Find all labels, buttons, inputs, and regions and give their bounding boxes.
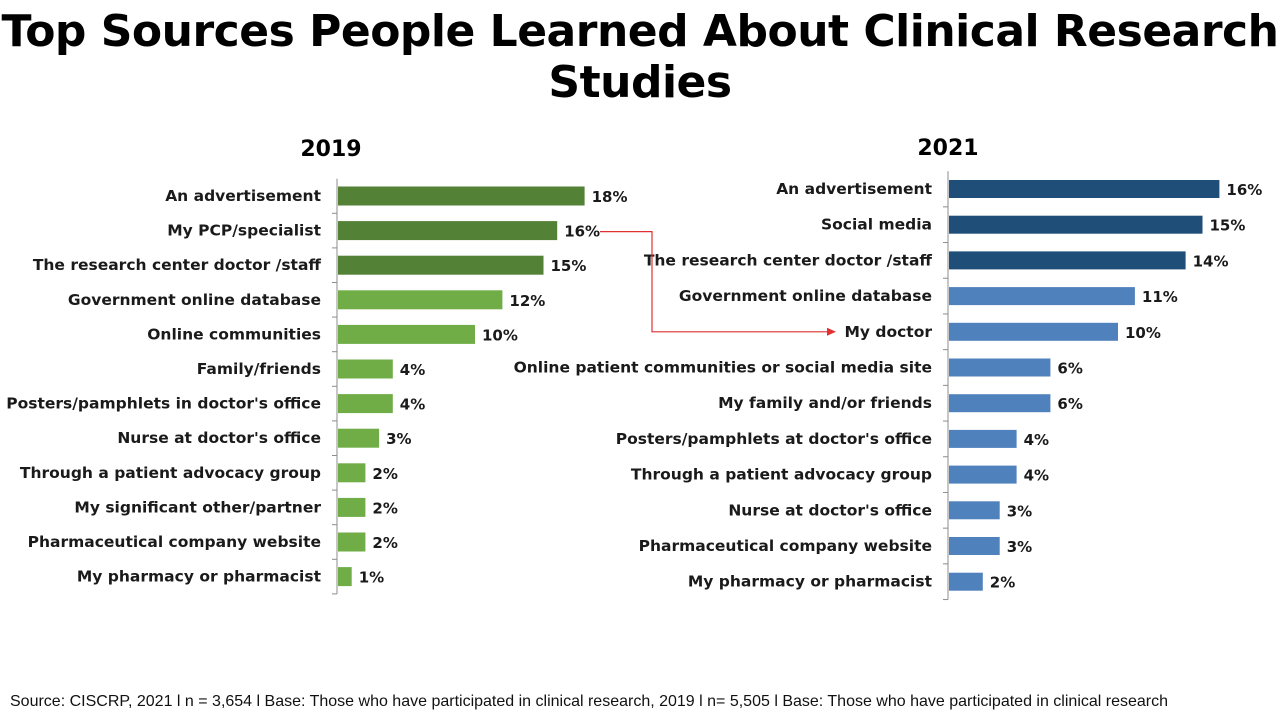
- chart-2021-value-label: 2%: [990, 574, 1015, 592]
- chart-2019-category-label: Pharmaceutical company website: [28, 533, 321, 551]
- chart-2019-bar: [338, 428, 380, 448]
- chart-2021-bar: [949, 537, 1000, 555]
- connector-arrow-head: [827, 327, 836, 336]
- chart-2021-bar: [949, 322, 1118, 341]
- chart-2019-bar: [338, 463, 366, 483]
- chart-2021-bar: [949, 572, 983, 591]
- chart-2019-bar: [338, 324, 475, 344]
- chart-2021-value-label: 3%: [1007, 538, 1032, 556]
- chart-2021-title: 2021: [917, 136, 978, 161]
- connector-arrow-line: [600, 231, 828, 333]
- chart-2021-value-label: 6%: [1057, 360, 1082, 378]
- chart-2021-bar: [949, 394, 1051, 413]
- chart-2019-bar: [338, 255, 544, 275]
- chart-2019-value-label: 2%: [372, 499, 397, 517]
- chart-2019-category-label: Online communities: [147, 325, 321, 343]
- chart-title: Top Sources People Learned About Clinica…: [1, 6, 1279, 108]
- chart-2021-bar: [949, 287, 1135, 306]
- chart-2021-bar: [949, 358, 1051, 377]
- chart-2021-value-label: 16%: [1226, 181, 1262, 199]
- chart-2021-bar: [949, 215, 1203, 234]
- chart-2019-category-label: Posters/pamphlets in doctor's office: [6, 395, 321, 413]
- chart-2019-value-label: 4%: [400, 361, 425, 379]
- chart-2021-value-label: 4%: [1024, 467, 1049, 485]
- chart-2019-bar: [338, 290, 503, 310]
- chart-2019-category-label: My significant other/partner: [74, 498, 321, 516]
- chart-2019-value-label: 3%: [386, 430, 411, 448]
- chart-2019-category-label: My PCP/specialist: [167, 222, 321, 240]
- chart-2019-value-label: 2%: [372, 465, 397, 483]
- chart-2019-category-label: The research center doctor /staff: [33, 256, 322, 274]
- chart-2021-value-label: 4%: [1024, 431, 1049, 449]
- chart-2021-category-label: Through a patient advocacy group: [631, 466, 932, 484]
- chart-2021-category-label: The research center doctor /staff: [644, 251, 933, 269]
- chart-2019-category-label: An advertisement: [165, 187, 321, 205]
- chart-2021-category-label: Posters/pamphlets at doctor's office: [616, 430, 932, 448]
- chart-2019-bar: [338, 497, 366, 517]
- chart-2019-bar: [338, 359, 393, 379]
- chart-2019-value-label: 1%: [359, 569, 384, 587]
- chart-2019-bar: [338, 394, 393, 414]
- chart-2021-category-label: Social media: [821, 216, 932, 234]
- chart-2021-category-label: Online patient communities or social med…: [514, 359, 932, 377]
- chart-2019-title: 2019: [300, 137, 361, 162]
- chart-2019-bar: [338, 221, 558, 241]
- chart-2021-category-label: An advertisement: [776, 180, 932, 198]
- chart-2021-category-label: My pharmacy or pharmacist: [688, 573, 933, 591]
- chart-2019-category-label: Family/friends: [197, 360, 321, 378]
- chart-2021-value-label: 3%: [1007, 502, 1032, 520]
- chart-2021-bar: [949, 251, 1186, 270]
- chart-2019-bar: [338, 567, 352, 587]
- chart-2021-value-label: 11%: [1142, 288, 1178, 306]
- chart-2019-category-label: Through a patient advocacy group: [20, 464, 321, 482]
- chart-2021-value-label: 6%: [1057, 395, 1082, 413]
- chart-2019-value-label: 10%: [482, 326, 518, 344]
- chart-2021-category-label: Government online database: [679, 287, 932, 305]
- chart-2021-value-label: 14%: [1193, 252, 1229, 270]
- chart-2021-value-label: 10%: [1125, 324, 1161, 342]
- chart-2021-category-label: Pharmaceutical company website: [639, 537, 932, 555]
- source-footnote: Source: CISCRP, 2021 l n = 3,654 l Base:…: [10, 693, 1169, 710]
- chart-2019-bar: [338, 532, 366, 552]
- chart-2021-bar: [949, 465, 1017, 484]
- chart-2019-value-label: 2%: [372, 534, 397, 552]
- chart-2021-category-label: My doctor: [844, 323, 932, 341]
- chart-2019-value-label: 16%: [564, 223, 600, 241]
- chart-2019-category-label: My pharmacy or pharmacist: [77, 568, 322, 586]
- chart-2019-value-label: 18%: [592, 188, 628, 206]
- chart-2019-bar: [338, 186, 585, 206]
- chart-2021-category-label: Nurse at doctor's office: [728, 501, 932, 519]
- chart-2021-bar: [949, 501, 1000, 520]
- chart-2019-category-label: Government online database: [68, 291, 321, 309]
- chart-2021-category-label: My family and/or friends: [718, 394, 932, 412]
- chart-2021-bar: [949, 180, 1220, 198]
- chart-2021-bar: [949, 429, 1017, 448]
- chart-2019-value-label: 12%: [509, 292, 545, 310]
- chart-2019-value-label: 15%: [551, 257, 587, 275]
- chart-2021-value-label: 15%: [1210, 217, 1246, 235]
- chart-2019-value-label: 4%: [400, 396, 425, 414]
- chart-2019-category-label: Nurse at doctor's office: [117, 429, 321, 447]
